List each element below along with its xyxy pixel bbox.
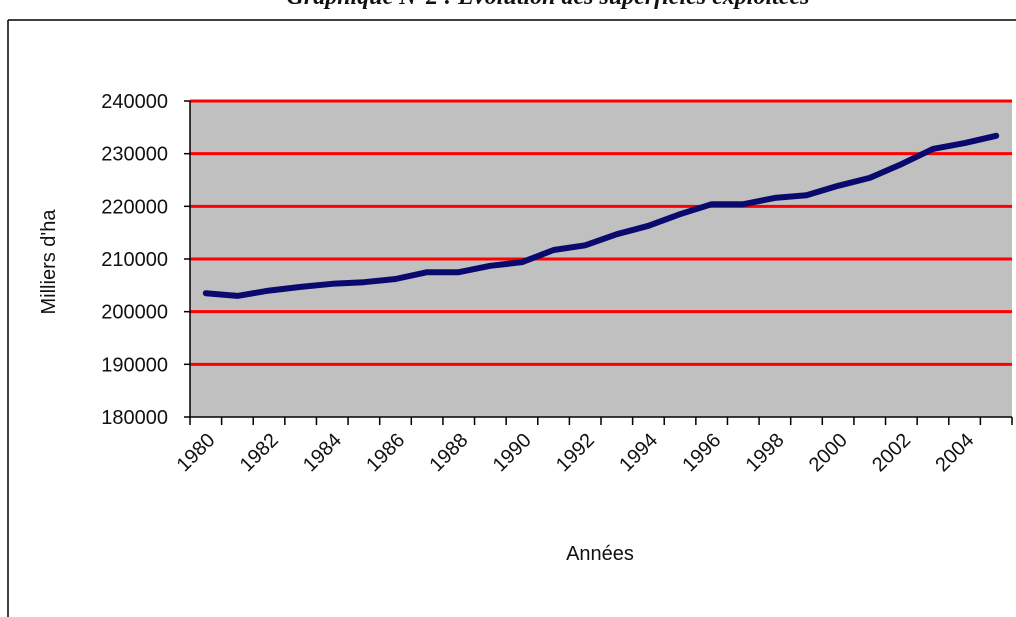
y-tick-label: 190000 <box>101 354 168 376</box>
y-axis-label: Milliers d'ha <box>38 209 60 315</box>
y-tick-label: 210000 <box>101 249 168 271</box>
x-axis-label: Années <box>566 543 634 565</box>
x-tick-label: 1982 <box>236 429 283 476</box>
x-tick-label: 2004 <box>931 429 978 476</box>
x-tick-label: 1996 <box>678 429 725 476</box>
y-tick-label: 180000 <box>101 407 168 429</box>
y-tick-label: 240000 <box>101 91 168 113</box>
x-tick-label: 1990 <box>489 429 536 476</box>
y-tick-label: 220000 <box>101 196 168 218</box>
x-tick-label: 1980 <box>173 429 220 476</box>
x-tick-label: 1988 <box>425 429 472 476</box>
x-tick-label: 1984 <box>299 429 346 476</box>
x-tick-label: 1992 <box>552 429 599 476</box>
x-tick-label: 1998 <box>742 429 789 476</box>
x-tick-label: 1986 <box>362 429 409 476</box>
data-line <box>202 132 1000 299</box>
x-tick-label: 2000 <box>805 429 852 476</box>
chart-title: Graphique N°2 : Evolution des superficie… <box>287 0 810 10</box>
y-tick-label: 200000 <box>101 302 168 324</box>
y-tick-label: 230000 <box>101 144 168 166</box>
x-tick-label: 2002 <box>868 429 915 476</box>
x-tick-label: 1994 <box>615 429 662 476</box>
